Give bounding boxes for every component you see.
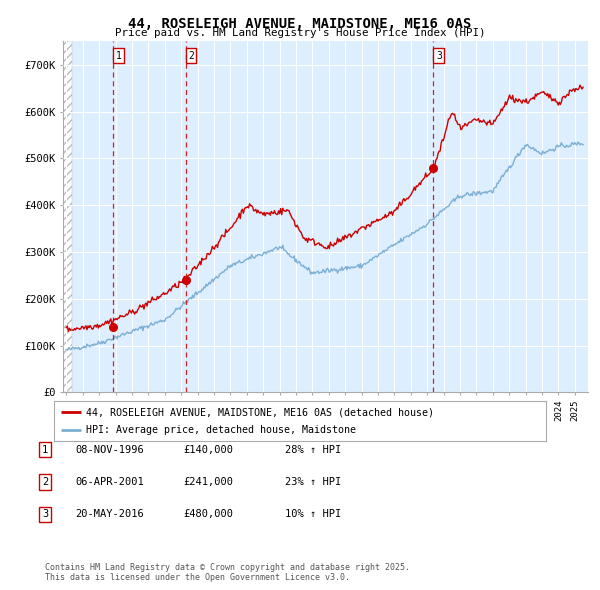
Text: HPI: Average price, detached house, Maidstone: HPI: Average price, detached house, Maid… [86, 425, 356, 435]
Text: Price paid vs. HM Land Registry's House Price Index (HPI): Price paid vs. HM Land Registry's House … [115, 28, 485, 38]
Text: 3: 3 [436, 51, 442, 61]
Text: 44, ROSELEIGH AVENUE, MAIDSTONE, ME16 0AS: 44, ROSELEIGH AVENUE, MAIDSTONE, ME16 0A… [128, 17, 472, 31]
Text: 10% ↑ HPI: 10% ↑ HPI [285, 510, 341, 519]
Text: Contains HM Land Registry data © Crown copyright and database right 2025.
This d: Contains HM Land Registry data © Crown c… [45, 563, 410, 582]
Text: 2: 2 [42, 477, 48, 487]
Text: 2: 2 [188, 51, 194, 61]
Text: 23% ↑ HPI: 23% ↑ HPI [285, 477, 341, 487]
Text: 1: 1 [42, 445, 48, 454]
Text: 44, ROSELEIGH AVENUE, MAIDSTONE, ME16 0AS (detached house): 44, ROSELEIGH AVENUE, MAIDSTONE, ME16 0A… [86, 407, 434, 417]
Text: 1: 1 [115, 51, 121, 61]
Text: 3: 3 [42, 510, 48, 519]
Text: £241,000: £241,000 [183, 477, 233, 487]
Text: £140,000: £140,000 [183, 445, 233, 454]
Text: £480,000: £480,000 [183, 510, 233, 519]
Text: 28% ↑ HPI: 28% ↑ HPI [285, 445, 341, 454]
Text: 20-MAY-2016: 20-MAY-2016 [75, 510, 144, 519]
Text: 06-APR-2001: 06-APR-2001 [75, 477, 144, 487]
Text: 08-NOV-1996: 08-NOV-1996 [75, 445, 144, 454]
